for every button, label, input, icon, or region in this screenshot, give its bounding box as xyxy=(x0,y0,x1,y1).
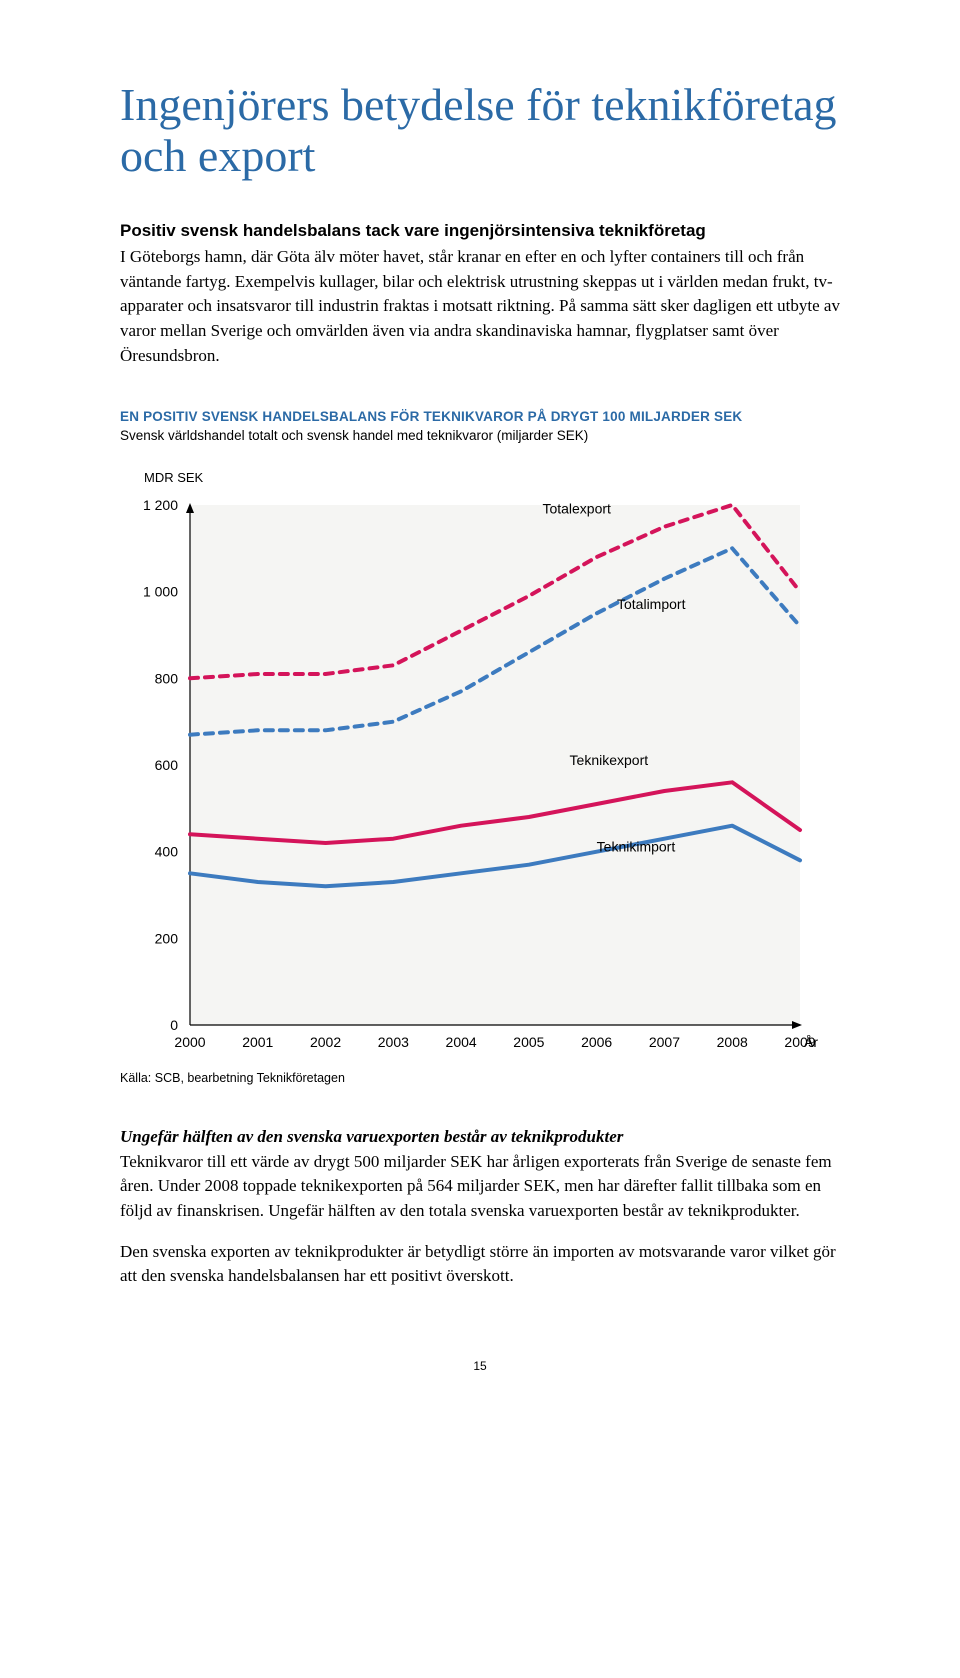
chart-container: MDR SEK 0 200 400 600 800 1 000 1 200 2000 2001 2… xyxy=(120,470,840,1065)
page-number: 15 xyxy=(120,1359,840,1373)
svg-text:2008: 2008 xyxy=(717,1034,748,1050)
chart-caption: EN POSITIV SVENSK HANDELSBALANS FÖR TEKN… xyxy=(120,408,840,446)
page-title: Ingenjörers betydelse för teknikföretag … xyxy=(120,80,840,181)
svg-text:2003: 2003 xyxy=(378,1034,409,1050)
svg-text:Teknikexport: Teknikexport xyxy=(570,752,649,768)
svg-text:200: 200 xyxy=(155,931,179,947)
svg-text:Totalimport: Totalimport xyxy=(617,596,686,612)
y-axis-title: MDR SEK xyxy=(144,470,840,485)
svg-text:2001: 2001 xyxy=(242,1034,273,1050)
chart-source: Källa: SCB, bearbetning Teknikföretagen xyxy=(120,1071,840,1085)
line-chart: 0 200 400 600 800 1 000 1 200 2000 2001 2002 2003 2… xyxy=(120,485,820,1065)
chart-caption-sub: Svensk världshandel totalt och svensk ha… xyxy=(120,427,840,446)
svg-text:2007: 2007 xyxy=(649,1034,680,1050)
svg-text:Teknikimport: Teknikimport xyxy=(597,839,676,855)
section2-heading: Ungefär hälften av den svenska varuexpor… xyxy=(120,1127,623,1146)
section2-body2: Den svenska exporten av teknikprodukter … xyxy=(120,1240,840,1289)
svg-text:1 200: 1 200 xyxy=(143,497,178,513)
svg-text:2000: 2000 xyxy=(174,1034,205,1050)
svg-text:0: 0 xyxy=(170,1017,178,1033)
chart-caption-main: EN POSITIV SVENSK HANDELSBALANS FÖR TEKN… xyxy=(120,408,840,427)
svg-text:800: 800 xyxy=(155,671,179,687)
section2-body1: Teknikvaror till ett värde av drygt 500 … xyxy=(120,1152,832,1220)
svg-text:1 000: 1 000 xyxy=(143,584,178,600)
svg-text:400: 400 xyxy=(155,844,179,860)
svg-text:2002: 2002 xyxy=(310,1034,341,1050)
section1-heading: Positiv svensk handelsbalans tack vare i… xyxy=(120,221,840,241)
svg-text:2006: 2006 xyxy=(581,1034,612,1050)
svg-text:År: År xyxy=(804,1034,818,1050)
section2-para1: Ungefär hälften av den svenska varuexpor… xyxy=(120,1125,840,1224)
section1-body: I Göteborgs hamn, där Göta älv möter hav… xyxy=(120,245,840,368)
svg-text:Totalexport: Totalexport xyxy=(542,501,611,517)
svg-text:2005: 2005 xyxy=(513,1034,544,1050)
svg-text:600: 600 xyxy=(155,757,179,773)
svg-text:2004: 2004 xyxy=(446,1034,477,1050)
